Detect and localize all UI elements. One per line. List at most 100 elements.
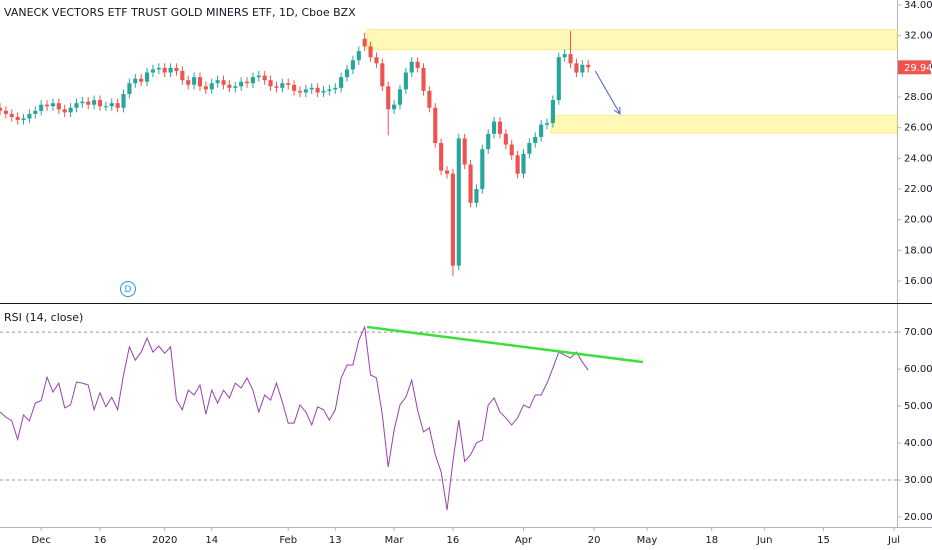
x-tick-label: 14	[205, 535, 218, 546]
candle-body	[115, 103, 120, 108]
candle-body	[9, 113, 14, 117]
candle-body	[480, 149, 485, 190]
candle-body	[127, 83, 132, 94]
candle-body	[27, 113, 32, 119]
candle-body	[509, 144, 514, 156]
candle-body	[380, 63, 385, 87]
candle-body	[203, 86, 208, 90]
y-tick-label: 32.00	[904, 31, 932, 42]
candle-body	[562, 54, 567, 58]
candle-body	[244, 81, 250, 84]
candle-body	[86, 101, 91, 105]
candle-body	[186, 80, 191, 85]
candle-body	[386, 86, 391, 110]
arrow-line	[594, 70, 621, 115]
candle-body	[533, 136, 538, 144]
price-zone	[366, 29, 898, 51]
x-tick-label: Apr	[515, 535, 533, 546]
x-tick-label: Jun	[756, 535, 773, 546]
candle-body	[321, 90, 326, 93]
candle-body	[297, 90, 303, 93]
candle-body	[397, 89, 403, 105]
last-price-box	[898, 60, 931, 75]
candle-body	[309, 87, 314, 90]
rsi-line	[0, 325, 589, 511]
candle-body	[350, 60, 355, 70]
candle-body	[50, 103, 55, 107]
candle-body	[574, 63, 579, 73]
candle-body	[421, 67, 426, 91]
candle-body	[315, 87, 320, 93]
candle-body	[433, 107, 438, 144]
x-tick-label: 2020	[152, 535, 177, 546]
candle-body	[550, 100, 555, 124]
candle-body	[233, 86, 238, 88]
candle-body	[168, 67, 173, 73]
candle-body	[21, 118, 26, 121]
candle-body	[503, 133, 508, 145]
candle-body	[109, 103, 114, 107]
candle-body	[250, 77, 255, 84]
candle-body	[339, 77, 344, 88]
candle-body	[39, 104, 44, 111]
y-tick-label: 30.00	[904, 475, 932, 486]
event-marker-circle[interactable]	[120, 281, 136, 297]
arrow-head	[613, 106, 621, 115]
candle-body	[33, 110, 38, 114]
candle-body	[286, 83, 291, 85]
x-tick-label: Jul	[887, 535, 900, 546]
candle-body	[268, 80, 273, 87]
candle-body	[474, 189, 479, 203]
candle-body	[468, 164, 473, 203]
x-tick-label: 18	[705, 535, 718, 546]
y-tick-label: 34.00	[904, 0, 932, 11]
candle-body	[197, 77, 203, 87]
candle-body	[427, 90, 432, 108]
candle-body	[274, 86, 279, 88]
candle-body	[103, 106, 108, 108]
candle-body	[521, 153, 526, 174]
candle-body	[439, 143, 444, 171]
price-zone	[550, 114, 898, 134]
candle-body	[374, 57, 379, 64]
candle-body	[568, 54, 573, 64]
candle-body	[362, 38, 367, 47]
candle-body	[74, 103, 79, 108]
y-tick-label: 20.00	[904, 512, 932, 523]
candle-body	[139, 78, 144, 82]
x-tick-label: 16	[447, 535, 460, 546]
candle-body	[3, 110, 8, 114]
candle-body	[344, 69, 350, 78]
candle-body	[515, 155, 520, 174]
candle-body	[97, 100, 103, 107]
candle-body	[580, 64, 585, 73]
candle-body	[80, 101, 85, 104]
candle-body	[356, 51, 361, 61]
candle-body	[0, 107, 3, 111]
candle-body	[62, 109, 67, 113]
x-tick-label: 16	[94, 535, 107, 546]
y-tick-label: 60.00	[904, 364, 932, 375]
candle-body	[44, 104, 50, 107]
candle-body	[486, 133, 491, 150]
y-tick-label: 22.00	[904, 184, 932, 195]
x-tick-label: May	[637, 535, 658, 546]
x-tick-label: 15	[817, 535, 830, 546]
y-tick-label: 16.00	[904, 276, 932, 287]
candle-body	[462, 138, 467, 165]
candle-body	[239, 81, 244, 87]
candle-body	[144, 72, 150, 82]
candle-body	[409, 61, 414, 73]
candle-body	[450, 173, 455, 266]
y-tick-label: 50.00	[904, 401, 932, 412]
candle-body	[415, 61, 420, 68]
event-marker[interactable]: D	[125, 285, 132, 295]
candle-body	[150, 69, 155, 73]
candle-body	[262, 75, 267, 81]
indicator-title: RSI (14, close)	[4, 311, 83, 324]
candle-body	[586, 64, 591, 68]
x-tick-label: 20	[588, 535, 601, 546]
candle-body	[327, 89, 332, 91]
candle-body	[556, 57, 561, 101]
